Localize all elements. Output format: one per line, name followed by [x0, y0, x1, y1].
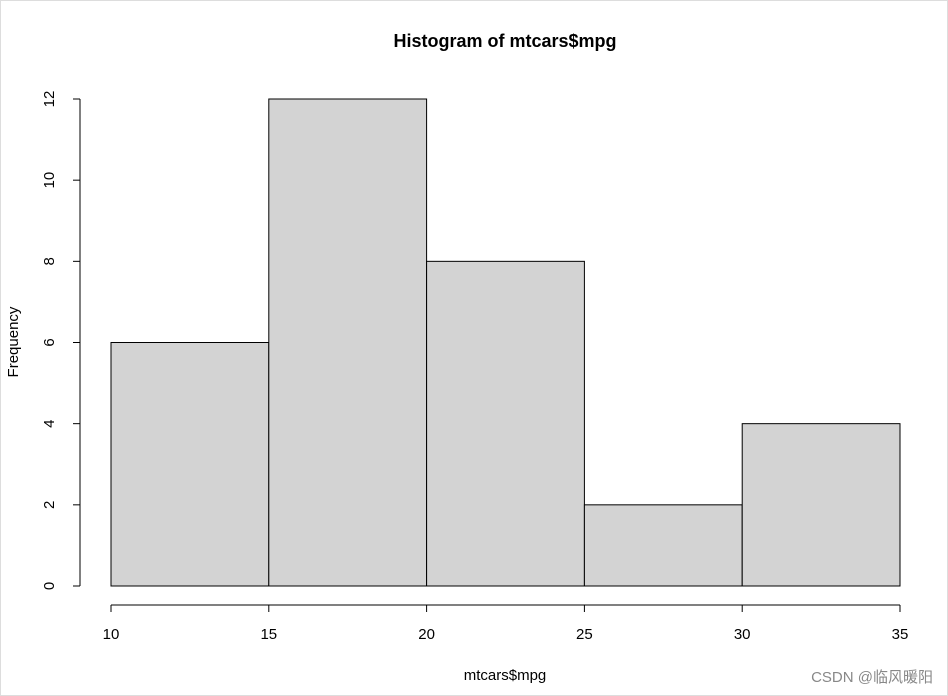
- y-tick-label: 12: [41, 91, 58, 108]
- x-tick-label: 25: [576, 626, 593, 643]
- bar: [583, 504, 743, 587]
- bar: [268, 98, 428, 587]
- x-tick-label: 20: [418, 626, 435, 643]
- x-tick-label: 15: [260, 626, 277, 643]
- y-tick-label: 0: [41, 582, 58, 590]
- x-tick-label: 10: [103, 626, 120, 643]
- x-tick-label: 30: [734, 626, 751, 643]
- y-tick-label: 4: [41, 419, 58, 427]
- bar: [426, 260, 585, 587]
- y-tick-label: 8: [41, 257, 58, 265]
- y-tick-label: 10: [41, 172, 58, 189]
- watermark: CSDN @临风暖阳: [811, 669, 933, 686]
- y-tick-label: 2: [41, 501, 58, 509]
- x-axis-label: mtcars$mpg: [464, 667, 547, 684]
- chart-title: Histogram of mtcars$mpg: [393, 31, 616, 51]
- x-tick-label: 35: [892, 626, 909, 643]
- bar: [110, 342, 270, 587]
- y-tick-label: 6: [41, 338, 58, 346]
- y-axis-label: Frequency: [5, 306, 22, 377]
- bar: [741, 423, 901, 587]
